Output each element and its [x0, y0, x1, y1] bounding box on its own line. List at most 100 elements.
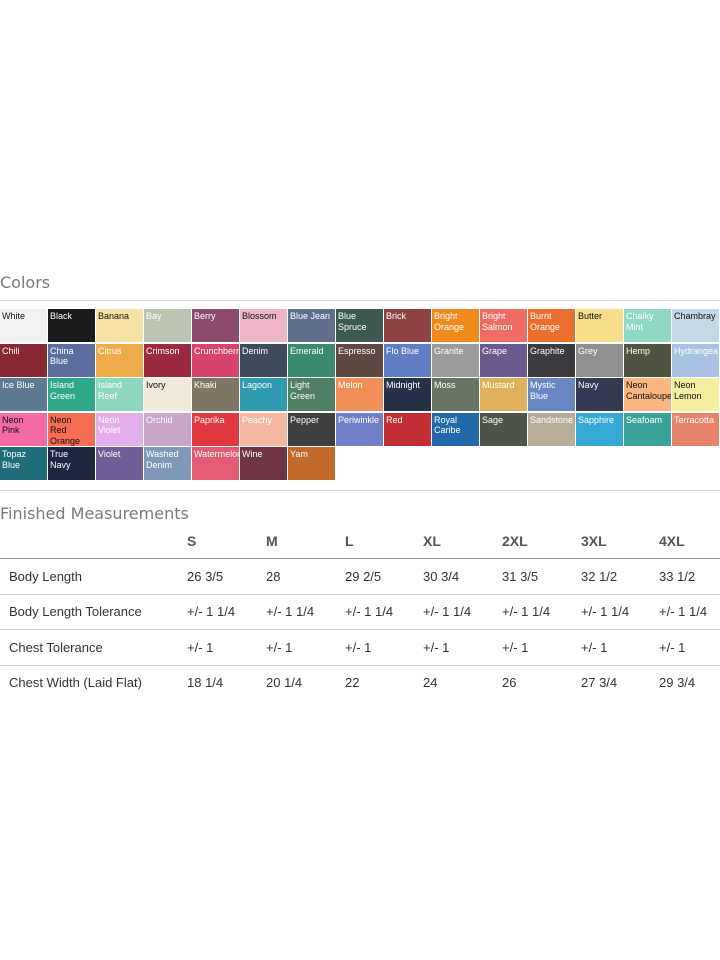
- measurement-row: Chest Tolerance +/- 1 +/- 1 +/- 1 +/- 1 +/- 1…: [0, 629, 720, 665]
- color-swatch: Bright Orange: [432, 309, 479, 342]
- color-swatch-label: Chili: [2, 345, 20, 356]
- measurement-value: 22: [345, 664, 423, 700]
- color-swatch: Granite: [432, 343, 479, 377]
- size-header: S: [187, 532, 197, 549]
- color-swatch: Topaz Blue: [0, 447, 47, 480]
- size-header: 3XL: [581, 532, 607, 549]
- color-swatch: Crimson: [144, 343, 191, 377]
- color-swatch: Sapphire: [576, 412, 623, 446]
- color-swatch: Chambray: [672, 309, 719, 342]
- color-swatch-label: Midnight: [386, 380, 421, 390]
- color-swatch: Island Green: [48, 378, 95, 411]
- color-swatch: Emerald: [288, 343, 335, 377]
- color-swatch-label: Berry: [194, 311, 216, 321]
- color-swatch: Terracotta: [672, 412, 719, 446]
- color-swatch-label: Chalky Mint: [626, 311, 654, 332]
- color-swatch: White: [0, 309, 47, 342]
- color-swatch-label: White: [2, 311, 26, 321]
- color-swatch: Blue Spruce: [336, 309, 383, 342]
- color-swatch-label: Graphite: [530, 345, 565, 356]
- color-swatch-label: Moss: [434, 380, 456, 390]
- color-swatch-grid: White Black Banana Bay Berry Blossom Blue Jean…: [0, 309, 720, 480]
- measurement-value: 29 2/5: [345, 558, 423, 594]
- color-swatch: China Blue: [48, 343, 95, 377]
- color-swatch: Royal Caribe: [432, 412, 479, 446]
- color-swatch: Moss: [432, 378, 479, 411]
- color-swatch: Citrus: [96, 343, 143, 377]
- color-swatch-label: Blossom: [242, 311, 277, 321]
- color-swatch: Ivory: [144, 378, 191, 411]
- color-swatch-label: Light Green: [290, 380, 316, 401]
- color-swatch-label: Butter: [578, 311, 603, 321]
- measurement-value: 33 1/2: [659, 558, 720, 594]
- color-swatch: Banana: [96, 309, 143, 342]
- measurement-value: +/- 1: [266, 629, 345, 665]
- color-swatch-label: Island Reef: [98, 380, 123, 401]
- color-swatch-label: Ivory: [146, 380, 166, 390]
- color-swatch: Yam: [288, 447, 335, 480]
- color-swatch: Bright Salmon: [480, 309, 527, 342]
- color-swatch-label: Chambray: [674, 311, 716, 321]
- measurement-value: 26 3/5: [187, 558, 266, 594]
- measurement-label: Body Length Tolerance: [0, 593, 187, 630]
- color-swatch-label: Paprika: [194, 414, 225, 425]
- color-swatch: Butter: [576, 309, 623, 342]
- measurement-value: 20 1/4: [266, 664, 345, 700]
- color-swatch: Watermelon: [192, 447, 239, 480]
- measurements-divider: [0, 490, 720, 491]
- color-swatch: Navy: [576, 378, 623, 411]
- measurement-value: +/- 1: [345, 629, 423, 665]
- color-swatch-label: Crimson: [146, 345, 180, 356]
- size-header: M: [266, 532, 278, 549]
- color-swatch: Brick: [384, 309, 431, 342]
- color-swatch: Sage: [480, 412, 527, 446]
- color-swatch: Denim: [240, 343, 287, 377]
- color-swatch-label: Neon Red Orange: [50, 414, 81, 446]
- measurement-value: +/- 1 1/4: [187, 593, 266, 630]
- color-swatch-label: Granite: [434, 345, 464, 356]
- color-swatch: Chalky Mint: [624, 309, 671, 342]
- measurement-value: 27 3/4: [581, 664, 659, 700]
- color-swatch-label: China Blue: [50, 345, 74, 367]
- color-swatch-label: Citrus: [98, 345, 122, 356]
- color-swatch-label: Topaz Blue: [2, 449, 27, 470]
- color-swatch-label: Blue Jean: [290, 311, 331, 321]
- color-swatch-label: Espresso: [338, 345, 376, 356]
- size-header: 4XL: [659, 532, 685, 549]
- color-swatch: Orchid: [144, 412, 191, 446]
- measurement-value: +/- 1 1/4: [266, 593, 345, 630]
- color-swatch-label: True Navy: [50, 449, 71, 470]
- color-swatch-label: Neon Violet: [98, 414, 121, 436]
- color-swatch: Red: [384, 412, 431, 446]
- color-swatch-label: Mustard: [482, 380, 515, 390]
- color-swatch: Berry: [192, 309, 239, 342]
- color-swatch-label: Washed Denim: [146, 449, 179, 470]
- color-swatch: Flo Blue: [384, 343, 431, 377]
- measurement-value: 30 3/4: [423, 558, 502, 594]
- color-swatch: Burnt Orange: [528, 309, 575, 342]
- color-swatch-label: Sapphire: [578, 414, 615, 425]
- color-swatch: Hydrangea: [672, 343, 719, 377]
- color-swatch-label: Sandstone: [530, 414, 574, 425]
- color-swatch: Khaki: [192, 378, 239, 411]
- color-swatch: Mustard: [480, 378, 527, 411]
- color-swatch-label: Flo Blue: [386, 345, 420, 356]
- color-swatch-label: Melon: [338, 380, 363, 390]
- size-header: XL: [423, 532, 441, 549]
- color-swatch: Grape: [480, 343, 527, 377]
- measurement-value: +/- 1 1/4: [502, 593, 581, 630]
- measurement-value: 32 1/2: [581, 558, 659, 594]
- color-swatch-label: Brick: [386, 311, 406, 321]
- color-swatch: True Navy: [48, 447, 95, 480]
- color-swatch: Black: [48, 309, 95, 342]
- measurement-value: +/- 1 1/4: [659, 593, 720, 630]
- color-swatch: Blossom: [240, 309, 287, 342]
- measurement-row: Chest Width (Laid Flat) 18 1/4 20 1/4 22 24 2…: [0, 664, 720, 700]
- measurement-label: Chest Tolerance: [0, 629, 187, 665]
- size-header-row: S M L XL 2XL 3XL 4XL: [0, 523, 720, 559]
- color-swatch-label: Pepper: [290, 414, 320, 425]
- color-swatch-label: Hemp: [626, 345, 651, 356]
- color-swatch: Sandstone: [528, 412, 575, 446]
- color-swatch: Neon Lemon: [672, 378, 719, 411]
- measurement-value: 31 3/5: [502, 558, 581, 594]
